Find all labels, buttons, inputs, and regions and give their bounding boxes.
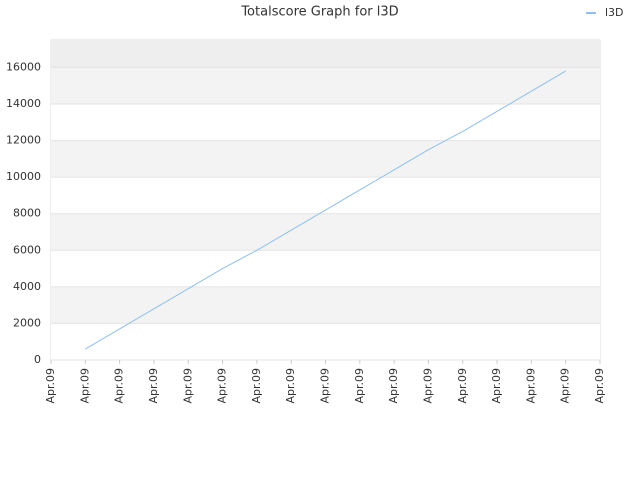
grid-band <box>51 250 600 287</box>
x-tick-label: Apr.09 <box>593 368 606 404</box>
chart-title: Totalscore Graph for l3D <box>240 5 398 20</box>
grid-band <box>51 286 600 324</box>
grid-band <box>51 140 600 178</box>
y-tick-label: 2000 <box>13 316 41 329</box>
x-tick-label: Apr.09 <box>559 368 572 404</box>
grid-band <box>51 177 600 214</box>
y-tick-label: 4000 <box>13 280 41 293</box>
x-tick-label: Apr.09 <box>216 368 229 404</box>
legend-label: l3D <box>605 6 624 19</box>
grid-band <box>51 40 600 68</box>
x-tick-label: Apr.09 <box>78 368 91 404</box>
y-tick-label: 8000 <box>13 207 41 220</box>
grid-band <box>51 213 600 251</box>
x-tick-label: Apr.09 <box>284 368 297 404</box>
x-tick-label: Apr.09 <box>147 368 160 404</box>
x-tick-label: Apr.09 <box>387 368 400 404</box>
x-tick-label: Apr.09 <box>250 368 263 404</box>
y-tick-label: 10000 <box>6 170 41 183</box>
x-tick-label: Apr.09 <box>113 368 126 404</box>
x-tick-label: Apr.09 <box>181 368 194 404</box>
x-tick-label: Apr.09 <box>319 368 332 404</box>
x-tick-label: Apr.09 <box>456 368 469 404</box>
x-tick-label: Apr.09 <box>353 368 366 404</box>
grid-band <box>51 104 600 141</box>
x-tick-label: Apr.09 <box>421 368 434 404</box>
y-tick-label: 12000 <box>6 134 41 147</box>
x-tick-label: Apr.09 <box>44 368 57 404</box>
grid-band <box>51 67 600 104</box>
y-tick-label: 0 <box>34 353 41 366</box>
line-series <box>85 70 566 350</box>
y-tick-label: 16000 <box>6 60 41 73</box>
y-tick-label: 14000 <box>6 97 41 110</box>
x-tick-label: Apr.09 <box>524 368 537 404</box>
x-tick-label: Apr.09 <box>490 368 503 404</box>
y-tick-label: 6000 <box>13 243 41 256</box>
grid-band <box>51 323 600 360</box>
